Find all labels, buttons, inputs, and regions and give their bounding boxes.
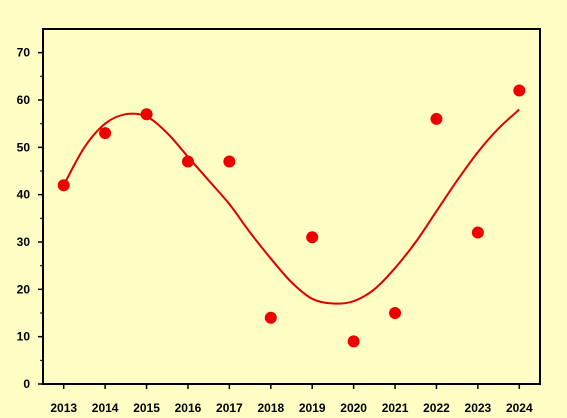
data-point <box>140 108 153 121</box>
data-point <box>264 311 277 324</box>
y-tick-label: 40 <box>17 188 31 202</box>
x-tick-label: 2019 <box>299 401 326 415</box>
y-axis: 0 10 20 30 40 50 60 70 <box>17 46 43 391</box>
data-point <box>471 226 484 239</box>
x-tick-label: 2016 <box>175 401 202 415</box>
x-tick-label: 2024 <box>506 401 533 415</box>
x-tick-label: 2020 <box>340 401 367 415</box>
x-tick-label: 2013 <box>50 401 77 415</box>
x-tick-label: 2017 <box>216 401 243 415</box>
data-points <box>57 84 526 348</box>
y-tick-label: 30 <box>17 235 31 249</box>
y-tick-label: 20 <box>17 282 31 296</box>
x-tick-label: 2015 <box>133 401 160 415</box>
plot-area <box>42 28 541 385</box>
y-tick-label: 60 <box>17 93 31 107</box>
trend-curve <box>62 108 520 305</box>
x-tick-label: 2021 <box>382 401 409 415</box>
data-point <box>430 112 443 125</box>
x-axis: 2013 2014 2015 2016 2017 2018 2019 2020 2021 2022… <box>50 384 533 415</box>
data-point <box>389 307 402 319</box>
data-point <box>513 84 526 97</box>
x-tick-label: 2022 <box>423 401 450 415</box>
data-point <box>181 155 194 168</box>
data-point <box>223 155 236 168</box>
y-tick-label: 50 <box>17 140 31 154</box>
x-tick-label: 2014 <box>92 401 119 415</box>
data-point <box>99 127 112 140</box>
data-point <box>306 231 319 244</box>
data-point <box>57 179 70 192</box>
y-tick-label: 70 <box>17 46 31 60</box>
y-tick-label: 0 <box>23 377 30 391</box>
x-tick-label: 2023 <box>465 401 492 415</box>
y-tick-label: 10 <box>17 330 31 344</box>
x-tick-label: 2018 <box>257 401 284 415</box>
data-point <box>347 335 360 348</box>
